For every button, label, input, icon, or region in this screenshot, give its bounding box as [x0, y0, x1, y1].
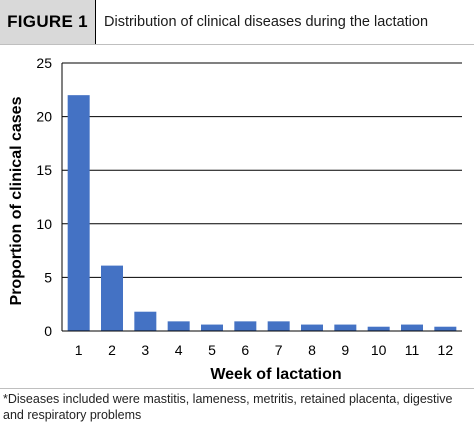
bar-week-4 [167, 321, 190, 331]
figure-header: FIGURE 1 Distribution of clinical diseas… [0, 0, 474, 44]
bar-week-12 [434, 326, 457, 331]
bar-week-8 [301, 324, 323, 331]
figure-title: Distribution of clinical diseases during… [104, 14, 429, 30]
bar-week-1 [67, 95, 90, 331]
y-tick-label: 0 [44, 323, 52, 339]
bar-week-2 [101, 265, 123, 331]
x-tick-label: 8 [308, 342, 316, 358]
x-tick-label: 9 [341, 342, 349, 358]
header-divider [95, 0, 96, 44]
x-tick-label: 1 [75, 342, 83, 358]
bar-week-10 [367, 326, 390, 331]
y-tick-labels: 0 5 10 15 20 25 [36, 55, 52, 339]
x-tick-labels: 1 2 3 4 5 6 7 8 9 10 11 12 [75, 342, 454, 358]
y-tick-label: 20 [36, 109, 52, 125]
figure-label: FIGURE 1 [0, 0, 95, 44]
x-tick-label: 2 [108, 342, 116, 358]
x-tick-label: 3 [141, 342, 149, 358]
bar-week-6 [234, 321, 257, 331]
x-tick-label: 4 [175, 342, 183, 358]
x-axis-title: Week of lactation [210, 366, 341, 383]
footnote: *Diseases included were mastitis, lamene… [3, 392, 453, 422]
footnote-rule [0, 388, 474, 389]
x-tick-label: 11 [405, 342, 420, 358]
y-tick-label: 15 [36, 162, 52, 178]
bar-week-5 [201, 324, 223, 331]
y-tick-label: 25 [36, 55, 52, 71]
header-rule [0, 44, 474, 45]
x-tick-label: 12 [438, 342, 454, 358]
y-tick-label: 10 [36, 216, 52, 232]
bar-week-9 [334, 324, 357, 331]
y-tick-label: 5 [44, 269, 52, 285]
grid-lines [62, 62, 462, 278]
bar-week-7 [267, 321, 290, 331]
x-tick-label: 5 [208, 342, 216, 358]
axes [61, 63, 462, 332]
x-tick-label: 6 [241, 342, 249, 358]
bars [67, 95, 457, 331]
bar-week-3 [134, 311, 157, 331]
x-tick-label: 10 [371, 342, 387, 358]
x-tick-label: 7 [275, 342, 283, 358]
bar-week-11 [401, 324, 423, 331]
y-axis-title: Proportion of clinical cases [8, 96, 25, 305]
